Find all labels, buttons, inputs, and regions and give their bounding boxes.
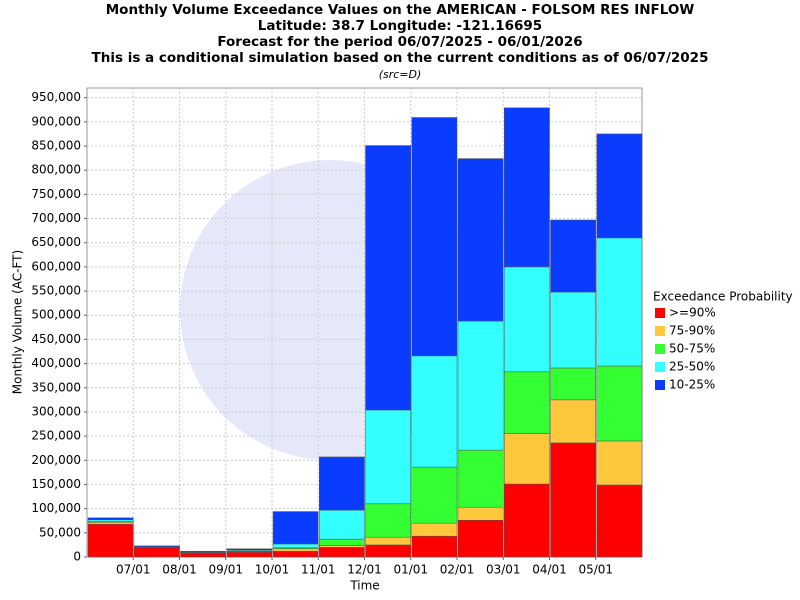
x-tick-label: 03/01 xyxy=(486,563,521,577)
bar-segment xyxy=(319,538,365,546)
legend-label: 50-75% xyxy=(669,342,715,356)
x-tick-label: 08/01 xyxy=(162,563,197,577)
legend-swatch xyxy=(655,308,665,318)
bar-segment xyxy=(411,355,458,468)
bar-segment xyxy=(319,547,365,558)
chart-title: This is a conditional simulation based o… xyxy=(92,50,709,66)
legend-swatch xyxy=(655,362,665,372)
y-tick-label: 900,000 xyxy=(31,114,81,128)
bar-segment xyxy=(457,506,504,521)
bar-segment xyxy=(504,107,550,268)
y-tick-label: 300,000 xyxy=(31,404,81,418)
bar-segment xyxy=(411,466,458,524)
y-tick-label: 750,000 xyxy=(31,187,81,201)
bar-segment xyxy=(134,545,180,548)
bar-segment xyxy=(550,367,596,401)
bar-segment xyxy=(319,456,365,511)
y-tick-label: 350,000 xyxy=(31,380,81,394)
bar-segment xyxy=(272,550,319,558)
y-tick-label: 850,000 xyxy=(31,139,81,153)
bar-segment xyxy=(365,503,411,538)
x-tick-label: 07/01 xyxy=(116,563,151,577)
bar-segment xyxy=(596,133,643,239)
bar-segment xyxy=(550,442,596,558)
bar-segment xyxy=(180,550,226,553)
legend-label: >=90% xyxy=(669,306,716,320)
bar-segment xyxy=(596,440,643,486)
bar-segment xyxy=(226,551,273,558)
y-tick-label: 800,000 xyxy=(31,163,81,177)
x-tick-label: 01/01 xyxy=(393,563,428,577)
subtitle: (src=D) xyxy=(379,68,422,81)
legend-label: 75-90% xyxy=(669,324,715,338)
bar-segment xyxy=(411,117,458,357)
x-tick-label: 02/01 xyxy=(440,563,475,577)
y-tick-label: 200,000 xyxy=(31,453,81,467)
x-tick-label: 04/01 xyxy=(532,563,567,577)
legend-swatch xyxy=(655,380,665,390)
y-tick-label: 150,000 xyxy=(31,477,81,491)
bar-segment xyxy=(550,291,596,369)
bar-segment xyxy=(87,521,134,525)
y-tick-label: 600,000 xyxy=(31,259,81,273)
y-tick-label: 700,000 xyxy=(31,211,81,225)
bar-segment xyxy=(457,449,504,508)
bar-segment xyxy=(319,545,365,548)
y-tick-label: 100,000 xyxy=(31,501,81,515)
bar-segment xyxy=(365,145,411,411)
bar-segment xyxy=(504,433,550,485)
x-axis-label: Time xyxy=(349,579,379,593)
bar-segment xyxy=(550,219,596,293)
y-tick-label: 250,000 xyxy=(31,429,81,443)
bar-segment xyxy=(596,237,643,367)
bar-segment xyxy=(596,365,643,442)
y-tick-label: 550,000 xyxy=(31,284,81,298)
bar-segment xyxy=(596,484,643,558)
x-tick-label: 11/01 xyxy=(301,563,336,577)
bar-segment xyxy=(457,520,504,558)
x-tick-label: 12/01 xyxy=(347,563,382,577)
y-tick-label: 400,000 xyxy=(31,356,81,370)
x-tick-label: 10/01 xyxy=(255,563,290,577)
bar-segment xyxy=(550,399,596,444)
legend-swatch xyxy=(655,326,665,336)
bar-segment xyxy=(365,536,411,546)
y-axis-label: Monthly Volume (AC-FT) xyxy=(11,250,25,394)
y-tick-label: 50,000 xyxy=(39,525,81,539)
bar-segment xyxy=(504,371,550,434)
bar-segment xyxy=(87,523,134,558)
bar-segment xyxy=(272,511,319,545)
bar-segment xyxy=(226,548,273,551)
legend-label: 25-50% xyxy=(669,360,715,374)
bar-segment xyxy=(87,517,134,521)
chart-title: Forecast for the period 06/07/2025 - 06/… xyxy=(217,34,582,50)
bar-segment xyxy=(319,509,365,540)
y-tick-label: 450,000 xyxy=(31,332,81,346)
legend-title: Exceedance Probability xyxy=(653,290,793,304)
bar-segment xyxy=(411,535,458,558)
bar-segment xyxy=(411,522,458,537)
bar-segment xyxy=(504,266,550,373)
x-tick-label: 05/01 xyxy=(578,563,613,577)
bar-segment xyxy=(504,483,550,558)
y-tick-label: 650,000 xyxy=(31,235,81,249)
legend-label: 10-25% xyxy=(669,378,715,392)
bar-segment xyxy=(272,543,319,549)
bar-segment xyxy=(365,544,411,558)
legend-swatch xyxy=(655,344,665,354)
bar-segment xyxy=(272,548,319,552)
chart-title: Monthly Volume Exceedance Values on the … xyxy=(106,2,695,18)
bar-segment xyxy=(134,547,180,558)
y-tick-label: 0 xyxy=(73,550,81,564)
y-tick-label: 500,000 xyxy=(31,308,81,322)
chart-title: Latitude: 38.7 Longitude: -121.16695 xyxy=(258,18,542,34)
x-tick-label: 09/01 xyxy=(208,563,243,577)
y-tick-label: 950,000 xyxy=(31,90,81,104)
bar-segment xyxy=(365,409,411,505)
bar-segment xyxy=(180,552,226,558)
bar-segment xyxy=(457,158,504,322)
bar-segment xyxy=(457,320,504,451)
